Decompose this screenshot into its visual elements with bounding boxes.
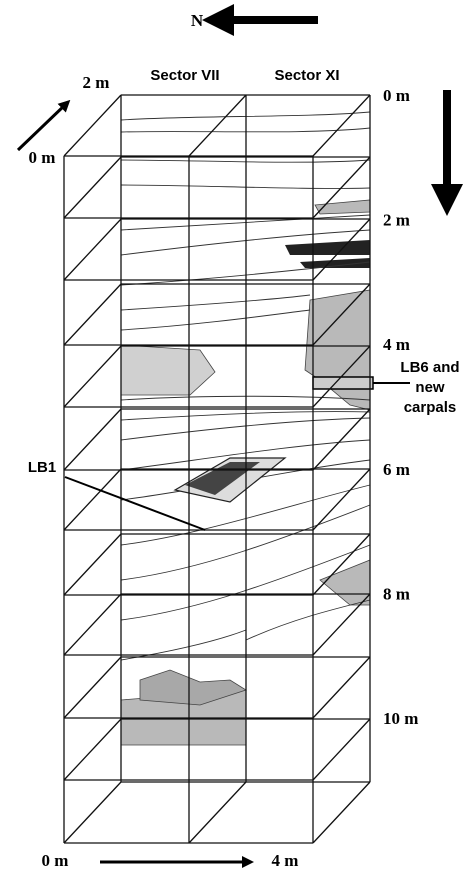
depth-edge (312, 468, 371, 531)
diagonal-start: 0 m (29, 148, 56, 167)
depth-edge (312, 283, 371, 346)
depth-edge (312, 533, 371, 596)
north-label: N (191, 11, 204, 30)
find-label: LB6 and (400, 359, 459, 376)
depth-edge (63, 283, 122, 346)
sector-label: Sector XI (274, 67, 339, 84)
sector-label: Sector VII (150, 67, 219, 84)
depth-edge (312, 781, 371, 844)
width-end: 4 m (272, 851, 299, 870)
diagonal-end: 2 m (83, 73, 110, 92)
lb6-box (312, 376, 374, 390)
depth-edge (63, 345, 122, 408)
depth-edge (312, 408, 371, 471)
depth-label: 8 m (383, 584, 410, 603)
find-label: LB1 (28, 459, 56, 476)
depth-edge (63, 781, 122, 844)
depth-edge (63, 218, 122, 281)
grid (63, 94, 371, 844)
depth-label: 2 m (383, 211, 410, 230)
depth-edge (63, 593, 122, 656)
depth-label: 10 m (383, 709, 418, 728)
depth-edge (312, 156, 371, 219)
depth-edge (63, 533, 122, 596)
depth-edge (63, 718, 122, 781)
depth-edge (63, 468, 122, 531)
find-label: carpals (404, 399, 457, 416)
depth-label: 4 m (383, 335, 410, 354)
width-start: 0 m (42, 851, 69, 870)
lb1-leader (64, 476, 206, 531)
depth-edge (312, 593, 371, 656)
diagonal-arrow (16, 99, 71, 152)
find-label: new (415, 379, 445, 396)
depth-edge (63, 408, 122, 471)
depth-edge (312, 94, 371, 157)
depth-label: 6 m (383, 460, 410, 479)
depth-edge (312, 218, 371, 281)
depth-label: 0 m (383, 86, 410, 105)
depth-edge (312, 345, 371, 408)
depth-edge (63, 94, 122, 157)
depth-edge (312, 656, 371, 719)
depth-edge (63, 156, 122, 219)
depth-edge (188, 94, 247, 157)
depth-edge (312, 718, 371, 781)
depth-edge (188, 781, 247, 844)
depth-edge (63, 656, 122, 719)
